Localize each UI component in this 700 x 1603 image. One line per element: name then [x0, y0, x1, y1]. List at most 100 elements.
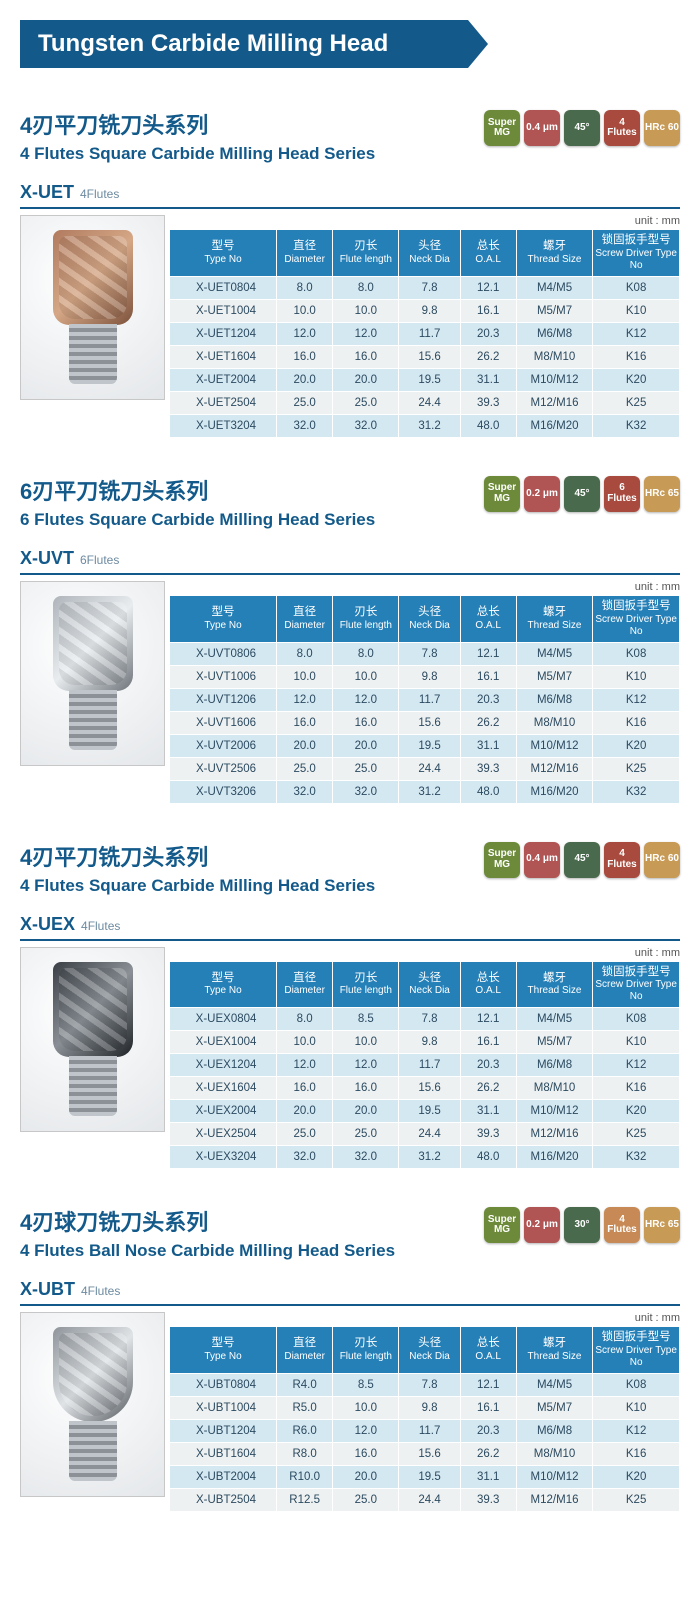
table-row: X-UET320432.032.031.248.0M16/M20K32: [170, 414, 680, 437]
col-header: 锁固扳手型号Screw Driver Type No: [593, 595, 680, 642]
table-cell: 31.1: [460, 368, 516, 391]
section-title-en: 4 Flutes Ball Nose Carbide Milling Head …: [20, 1241, 395, 1261]
table-cell: 32.0: [333, 414, 399, 437]
table-row: X-UET100410.010.09.816.1M5/M7K10: [170, 299, 680, 322]
table-cell: M4/M5: [516, 642, 593, 665]
table-cell: 31.2: [399, 414, 460, 437]
col-header: 刃长Flute length: [333, 961, 399, 1008]
table-cell: 16.0: [333, 1443, 399, 1466]
table-cell: X-UEX1004: [170, 1031, 277, 1054]
table-cell: M8/M10: [516, 345, 593, 368]
table-cell: 26.2: [460, 1077, 516, 1100]
table-cell: 20.3: [460, 322, 516, 345]
table-cell: M5/M7: [516, 665, 593, 688]
table-cell: X-UVT1606: [170, 711, 277, 734]
badge-row: Super MG0.2 μm30°4 FlutesHRc 65: [484, 1207, 680, 1243]
table-cell: 12.1: [460, 1008, 516, 1031]
table-cell: K16: [593, 345, 680, 368]
table-cell: 25.0: [277, 1123, 333, 1146]
table-row: X-UVT100610.010.09.816.1M5/M7K10: [170, 665, 680, 688]
model-flutes-note: 4Flutes: [81, 919, 120, 933]
col-header: 锁固扳手型号Screw Driver Type No: [593, 1327, 680, 1374]
col-header: 螺牙Thread Size: [516, 230, 593, 277]
table-cell: 10.0: [333, 665, 399, 688]
table-cell: K10: [593, 665, 680, 688]
product-image: [20, 215, 165, 400]
table-row: X-UET08048.08.07.812.1M4/M5K08: [170, 276, 680, 299]
model-code: X-UBT: [20, 1279, 75, 1299]
page-title: Tungsten Carbide Milling Head: [20, 20, 468, 68]
table-cell: 20.0: [277, 1100, 333, 1123]
col-header: 螺牙Thread Size: [516, 595, 593, 642]
table-cell: 39.3: [460, 757, 516, 780]
table-cell: M10/M12: [516, 368, 593, 391]
table-cell: 15.6: [399, 1077, 460, 1100]
col-header: 型号Type No: [170, 1327, 277, 1374]
table-cell: X-UET3204: [170, 414, 277, 437]
table-cell: 8.0: [277, 276, 333, 299]
table-cell: X-UET1204: [170, 322, 277, 345]
table-cell: 10.0: [333, 299, 399, 322]
table-cell: 31.1: [460, 734, 516, 757]
table-cell: 10.0: [333, 1031, 399, 1054]
table-cell: X-UBT0804: [170, 1374, 277, 1397]
table-cell: 12.0: [333, 688, 399, 711]
spec-badge: 4 Flutes: [604, 110, 640, 146]
col-header: 型号Type No: [170, 595, 277, 642]
product-section: 4刃球刀铣刀头系列4 Flutes Ball Nose Carbide Mill…: [20, 1205, 680, 1512]
table-cell: M8/M10: [516, 1443, 593, 1466]
spec-badge: 0.4 μm: [524, 110, 560, 146]
table-cell: K08: [593, 1374, 680, 1397]
table-row: X-UVT250625.025.024.439.3M12/M16K25: [170, 757, 680, 780]
unit-label: unit : mm: [169, 215, 680, 227]
table-cell: K20: [593, 368, 680, 391]
table-cell: K20: [593, 1466, 680, 1489]
table-cell: 9.8: [399, 665, 460, 688]
table-cell: 20.0: [277, 734, 333, 757]
section-title-cn: 4刃平刀铣刀头系列: [20, 840, 375, 872]
table-cell: X-UBT1004: [170, 1397, 277, 1420]
col-header: 头径Neck Dia: [399, 961, 460, 1008]
table-cell: R8.0: [277, 1443, 333, 1466]
table-cell: 12.1: [460, 642, 516, 665]
table-cell: K32: [593, 1146, 680, 1169]
model-code: X-UVT: [20, 548, 74, 568]
col-header: 头径Neck Dia: [399, 595, 460, 642]
table-cell: K25: [593, 757, 680, 780]
table-cell: X-UBT2504: [170, 1489, 277, 1512]
table-cell: 32.0: [333, 780, 399, 803]
table-cell: R12.5: [277, 1489, 333, 1512]
table-row: X-UEX08048.08.57.812.1M4/M5K08: [170, 1008, 680, 1031]
table-row: X-UVT08068.08.07.812.1M4/M5K08: [170, 642, 680, 665]
table-cell: K16: [593, 1077, 680, 1100]
table-cell: K12: [593, 1420, 680, 1443]
table-cell: 24.4: [399, 391, 460, 414]
col-header: 型号Type No: [170, 961, 277, 1008]
table-cell: R10.0: [277, 1466, 333, 1489]
table-cell: 8.0: [333, 276, 399, 299]
model-flutes-note: 4Flutes: [80, 187, 119, 201]
col-header: 直径Diameter: [277, 961, 333, 1008]
table-cell: 11.7: [399, 1054, 460, 1077]
spec-badge: 0.4 μm: [524, 842, 560, 878]
model-code: X-UEX: [20, 914, 75, 934]
table-cell: 10.0: [277, 665, 333, 688]
table-cell: 26.2: [460, 345, 516, 368]
table-cell: 16.1: [460, 1397, 516, 1420]
table-row: X-UVT200620.020.019.531.1M10/M12K20: [170, 734, 680, 757]
col-header: 锁固扳手型号Screw Driver Type No: [593, 961, 680, 1008]
table-cell: K12: [593, 688, 680, 711]
table-cell: X-UEX1604: [170, 1077, 277, 1100]
table-cell: 15.6: [399, 1443, 460, 1466]
table-cell: K32: [593, 414, 680, 437]
table-cell: K20: [593, 1100, 680, 1123]
table-cell: X-UVT2006: [170, 734, 277, 757]
table-cell: M12/M16: [516, 1123, 593, 1146]
table-cell: M12/M16: [516, 757, 593, 780]
table-cell: 10.0: [277, 299, 333, 322]
table-cell: 25.0: [333, 757, 399, 780]
table-cell: 11.7: [399, 322, 460, 345]
col-header: 总长O.A.L: [460, 595, 516, 642]
table-cell: 12.0: [333, 322, 399, 345]
model-flutes-note: 4Flutes: [81, 1284, 120, 1298]
